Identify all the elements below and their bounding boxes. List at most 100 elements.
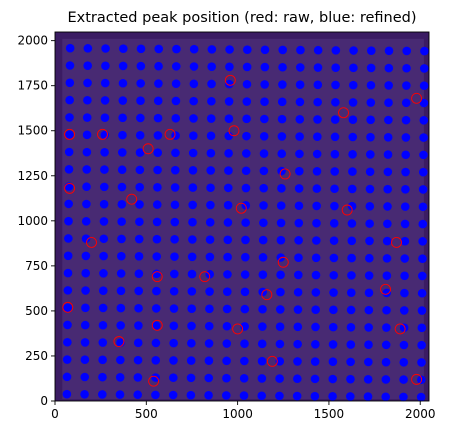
refined-peak-point <box>399 375 408 384</box>
y-tick-label: 750 <box>25 259 48 273</box>
refined-peak-point <box>151 321 161 330</box>
refined-peak-point <box>82 147 92 157</box>
refined-peak-point <box>133 390 143 400</box>
refined-peak-point <box>117 165 127 175</box>
y-tick-label: 2000 <box>17 34 48 48</box>
refined-peak-point <box>169 286 179 296</box>
refined-peak-point <box>257 374 267 383</box>
x-axis: 0 500 1000 1500 2000 <box>51 401 436 421</box>
refined-peak-point <box>100 165 109 174</box>
refined-peak-point <box>348 80 358 90</box>
refined-peak-point <box>381 375 391 384</box>
refined-peak-point <box>82 199 91 209</box>
refined-peak-point <box>99 234 109 244</box>
refined-peak-point <box>154 79 163 88</box>
refined-peak-point <box>365 219 374 228</box>
refined-peak-point <box>169 373 178 383</box>
refined-peak-point <box>277 149 287 159</box>
refined-peak-point <box>365 202 375 211</box>
refined-peak-point <box>98 338 108 347</box>
raw-peak-point <box>62 301 74 313</box>
refined-peak-point <box>241 218 250 227</box>
refined-peak-point <box>63 286 73 295</box>
refined-peak-point <box>294 184 304 193</box>
refined-peak-point <box>117 217 126 226</box>
refined-peak-point <box>65 78 75 88</box>
refined-peak-point <box>187 304 196 313</box>
refined-peak-point <box>118 113 127 123</box>
refined-peak-point <box>259 183 268 193</box>
refined-peak-point <box>133 338 143 348</box>
refined-peak-point <box>311 322 320 332</box>
refined-peak-point <box>222 339 232 348</box>
refined-peak-point <box>225 45 234 54</box>
refined-peak-point <box>170 252 179 261</box>
refined-peak-point <box>260 62 270 72</box>
refined-peak-point <box>366 150 375 159</box>
refined-peak-point <box>65 43 75 53</box>
refined-peak-point <box>418 167 428 177</box>
refined-peak-point <box>277 114 287 124</box>
refined-peak-point <box>221 391 231 400</box>
refined-peak-point <box>64 234 73 243</box>
refined-peak-point <box>189 44 199 54</box>
refined-peak-point <box>384 98 393 107</box>
refined-peak-point <box>278 45 288 55</box>
refined-peak-point <box>186 390 196 400</box>
refined-peak-point <box>169 356 178 365</box>
refined-peak-point <box>417 306 427 315</box>
refined-peak-point <box>151 390 160 400</box>
refined-peak-point <box>134 286 144 296</box>
y-tick-label: 1250 <box>17 169 48 183</box>
refined-peak-point <box>100 113 110 122</box>
refined-peak-point <box>151 338 161 348</box>
raw-peak-point <box>228 125 240 137</box>
refined-peak-point <box>205 287 214 296</box>
refined-peak-point <box>65 113 74 122</box>
refined-peak-point <box>401 150 411 160</box>
x-tick-label: 1500 <box>314 407 345 421</box>
raw-peak-point <box>148 375 160 387</box>
refined-peak-point <box>204 391 213 400</box>
refined-peak-point <box>222 304 232 314</box>
refined-peak-point <box>348 98 358 107</box>
refined-peak-point <box>239 391 249 400</box>
refined-peak-point <box>402 81 411 90</box>
refined-peak-point <box>135 217 144 227</box>
refined-peak-point <box>345 392 355 401</box>
refined-peak-point <box>168 390 178 400</box>
refined-peak-point <box>189 114 198 123</box>
refined-peak-point <box>277 97 287 107</box>
x-tick-label: 2000 <box>405 407 436 421</box>
refined-peak-point <box>349 46 358 55</box>
refined-peak-point <box>99 251 108 261</box>
refined-peak-point <box>419 64 429 73</box>
y-tick-label: 1000 <box>17 214 48 228</box>
refined-peak-point <box>82 113 92 122</box>
refined-peak-point <box>224 97 234 106</box>
refined-peak-point <box>116 355 125 365</box>
refined-peak-point <box>311 305 320 314</box>
refined-peak-point <box>313 97 322 107</box>
refined-peak-point <box>292 391 302 401</box>
refined-peak-point <box>188 183 198 192</box>
refined-peak-point <box>118 148 127 157</box>
refined-peak-point <box>418 237 427 246</box>
refined-peak-point <box>293 374 302 384</box>
y-tick-label: 500 <box>25 304 48 318</box>
refined-peak-point <box>101 44 110 53</box>
refined-peak-point <box>365 253 374 263</box>
refined-peak-point <box>116 286 126 296</box>
raw-peak-point <box>338 107 349 119</box>
refined-peak-point <box>170 200 180 210</box>
refined-peak-point <box>364 271 374 280</box>
refined-peak-point <box>241 235 250 245</box>
refined-peak-point <box>331 46 341 55</box>
refined-peak-point <box>296 45 305 55</box>
raw-peak-point <box>97 128 108 140</box>
series-refined <box>62 43 429 402</box>
refined-peak-point <box>383 219 392 229</box>
refined-peak-point <box>242 62 252 72</box>
refined-peak-point <box>206 166 216 175</box>
refined-peak-point <box>151 304 161 313</box>
